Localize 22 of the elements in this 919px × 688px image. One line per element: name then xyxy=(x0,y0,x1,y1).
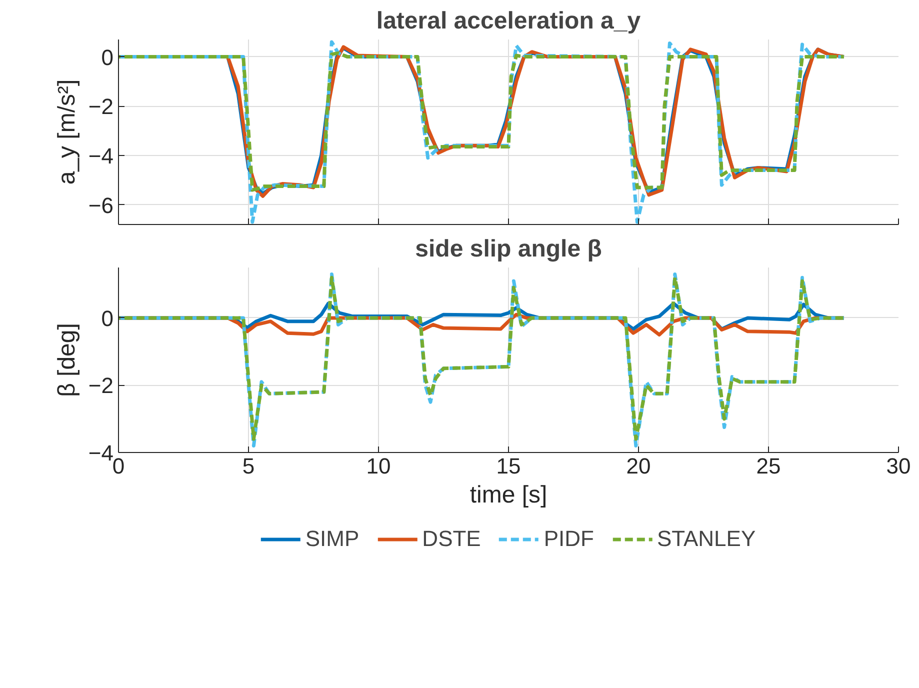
legend-label: PIDF xyxy=(544,526,594,552)
y-axis-title: β [deg] xyxy=(53,323,80,397)
x-tick-label: 5 xyxy=(242,454,255,478)
x-tick-label: 20 xyxy=(626,454,651,478)
y-axis-title: a_y [m/s²] xyxy=(53,79,80,185)
chart-title: lateral acceleration a_y xyxy=(376,8,642,34)
y-tick-label: −2 xyxy=(88,373,114,398)
y-tick-label: −4 xyxy=(88,440,114,466)
y-tick-label: −4 xyxy=(88,143,114,168)
x-tick-label: 30 xyxy=(886,454,911,478)
y-tick-label: 0 xyxy=(101,44,114,70)
legend-label: SIMP xyxy=(305,526,360,552)
x-tick-label: 10 xyxy=(366,454,391,478)
legend-label: DSTE xyxy=(422,526,481,552)
y-tick-label: 0 xyxy=(101,306,114,331)
x-tick-label: 15 xyxy=(496,454,521,478)
legend-label: STANLEY xyxy=(656,526,756,552)
y-tick-label: −6 xyxy=(88,192,114,218)
chart-title: side slip angle β xyxy=(415,236,602,262)
y-tick-label: −2 xyxy=(88,94,114,120)
x-tick-label: 25 xyxy=(756,454,781,478)
x-axis-title: time [s] xyxy=(470,482,548,508)
